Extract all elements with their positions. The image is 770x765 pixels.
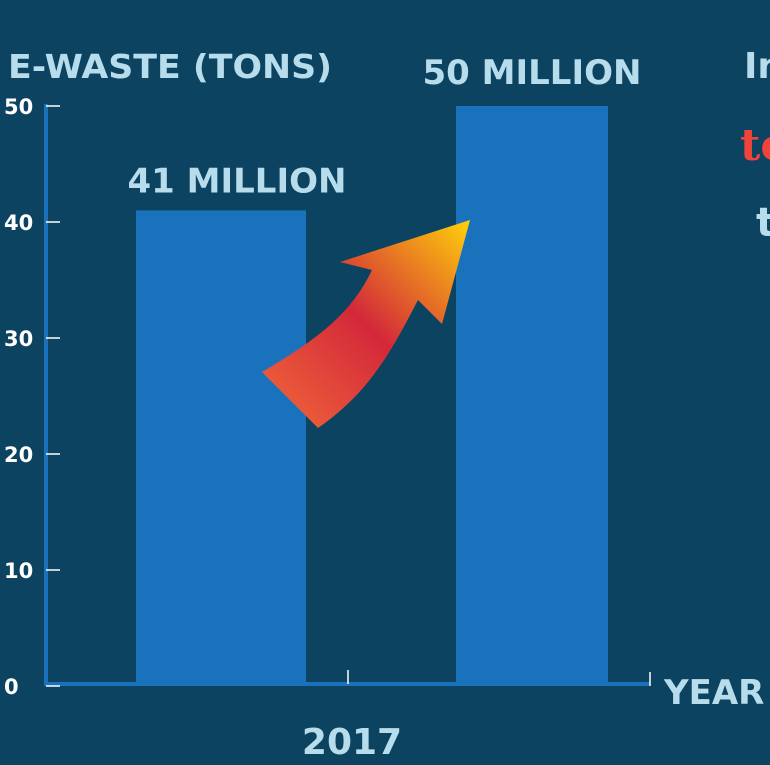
x-axis-title: YEAR [663,673,764,713]
y-axis-ticks: 0 10 20 30 40 50 [4,95,60,699]
y-tick-label-40: 40 [4,211,33,235]
x-tick-label-2017: 2017 [302,722,402,763]
y-tick-label-10: 10 [4,559,33,583]
cropped-text-line-1: In [744,46,770,87]
cropped-text-line-2: to [740,120,770,171]
bars: 41 MILLION 50 MILLION [128,53,642,684]
bar-0 [136,210,306,684]
bar-data-label-0: 41 MILLION [128,161,347,201]
y-tick-label-50: 50 [4,95,33,119]
bar-1 [456,106,608,684]
y-axis-title: E-WASTE (TONS) [8,47,332,86]
y-tick-label-30: 30 [4,327,33,351]
y-tick-label-20: 20 [4,443,33,467]
y-tick-label-0: 0 [4,675,19,699]
increase-arrow-icon [262,220,470,428]
bar-data-label-1: 50 MILLION [423,53,642,93]
cropped-text-line-3: t [756,200,770,246]
